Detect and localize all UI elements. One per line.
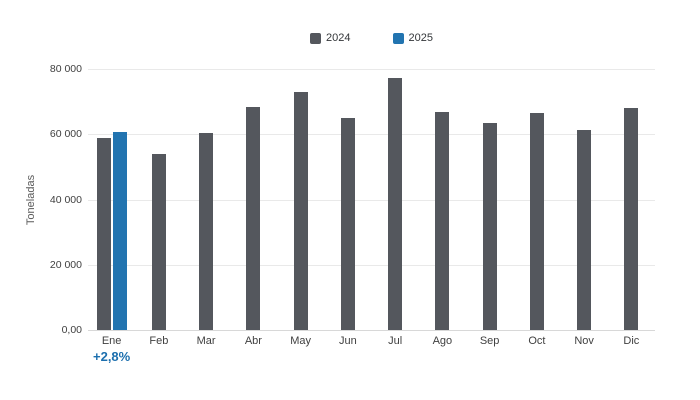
legend-label: 2025: [408, 32, 433, 44]
x-tick-label-Oct: Oct: [528, 335, 546, 347]
bar-column-Ago: [419, 69, 466, 330]
bar-column-Dic: [608, 69, 655, 330]
bar-2024-Jun: [340, 118, 355, 330]
x-tick-label-Jul: Jul: [388, 335, 403, 347]
bar-2024-May: [293, 91, 308, 330]
x-tick-label-Abr: Abr: [244, 335, 262, 347]
legend-swatch-icon: [392, 32, 404, 44]
x-tick-label-May: May: [290, 335, 312, 347]
gridline: [88, 134, 655, 136]
bar-2024-Abr: [246, 107, 261, 330]
x-tick-label-Ene: Ene: [101, 335, 122, 347]
x-tick-label-Dic: Dic: [623, 335, 640, 347]
legend-item-2025[interactable]: 2025: [392, 32, 433, 44]
chart-legend: 2024 2025: [88, 32, 655, 44]
bar-2024-Sep: [482, 123, 497, 330]
bar-column-Mar: [183, 69, 230, 330]
legend-label: 2024: [326, 32, 351, 44]
gridline: [88, 69, 655, 70]
x-tick-label-Jun: Jun: [339, 335, 357, 347]
bar-column-Nov: [561, 69, 608, 330]
x-axis-labels: Ene Feb Mar Abr May Jun Jul Ago Sep Oct Nov Dic: [88, 335, 655, 347]
bar-2024-Ago: [435, 111, 450, 330]
bar-column-Jun: [324, 69, 371, 330]
bar-2024-Oct: [529, 112, 544, 330]
bar-column-Abr: [230, 69, 277, 330]
bar-column-Jul: [372, 69, 419, 330]
change-annotation: +2,8%: [93, 349, 131, 364]
gridline: [88, 199, 655, 201]
bar-column-Oct: [513, 69, 560, 330]
y-tick-label: 80 000: [49, 63, 82, 75]
bar-2024-Ene: [96, 137, 111, 330]
x-tick-label-Sep: Sep: [479, 335, 500, 347]
bar-2025-Ene: [112, 132, 127, 330]
legend-item-2024[interactable]: 2024: [310, 32, 351, 44]
x-tick-label-Nov: Nov: [574, 335, 594, 347]
y-tick-label: 40 000: [49, 193, 82, 206]
bar-column-Ene: [88, 69, 135, 330]
y-tick-label: 20 000: [49, 258, 82, 271]
bar-2024-Mar: [199, 132, 214, 330]
bar-column-May: [277, 69, 324, 330]
gridline: [88, 264, 655, 266]
bar-column-Feb: [135, 69, 182, 330]
bars: [88, 69, 655, 330]
plot-area: [88, 69, 655, 331]
x-tick-label-Mar: Mar: [196, 335, 216, 347]
y-tick-label: 60 000: [49, 128, 82, 141]
bar-2024-Nov: [577, 130, 592, 330]
legend-swatch-icon: [310, 32, 322, 44]
x-tick-label-Feb: Feb: [149, 335, 169, 347]
bar-2024-Dic: [624, 108, 639, 330]
bar-2024-Jul: [388, 78, 403, 330]
y-tick-label: 0,00: [61, 324, 82, 336]
bar-2024-Feb: [151, 153, 166, 330]
x-tick-label-Ago: Ago: [432, 335, 453, 347]
bar-column-Sep: [466, 69, 513, 330]
